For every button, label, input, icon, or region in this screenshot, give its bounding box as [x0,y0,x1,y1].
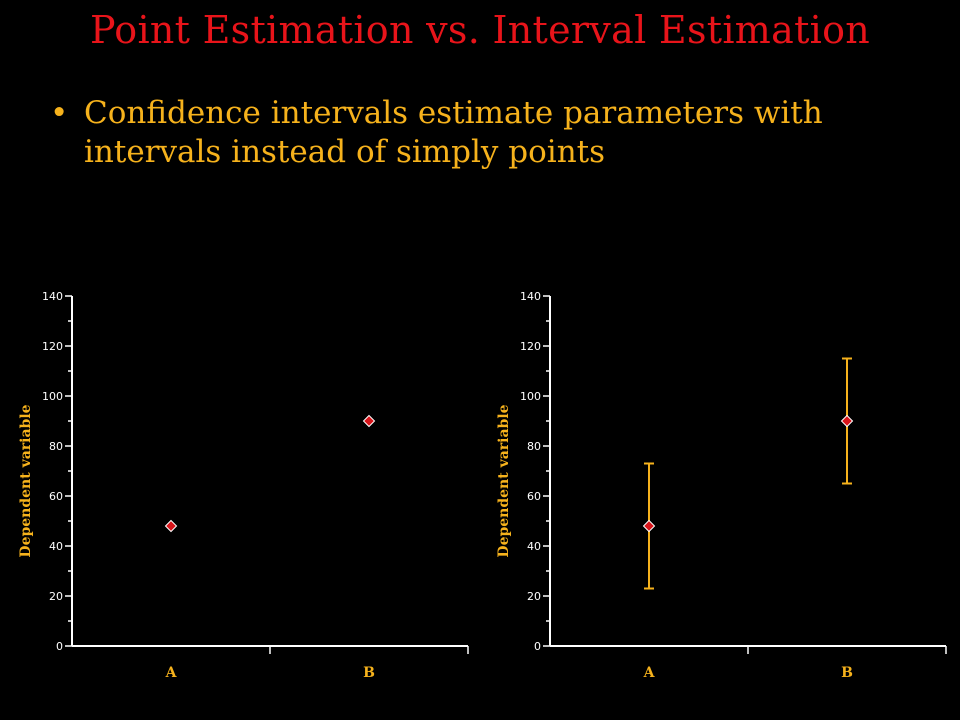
y-tick-label: 40 [49,540,63,553]
bullet-text: Confidence intervals estimate parameters… [84,95,823,170]
y-tick-label: 120 [42,340,63,353]
y-tick-label: 40 [527,540,541,553]
y-axis-title: Dependent variable [18,404,34,557]
y-tick-label: 80 [527,440,541,453]
y-tick-label: 60 [49,490,63,503]
point-estimate-chart: 0 20 40 60 80 100 120 140 A B Dependent variable [18,290,469,681]
bullet-point: • Confidence intervals estimate paramete… [50,94,930,172]
y-tick-label: 0 [56,640,63,653]
y-tick-label: 100 [520,390,541,403]
bullet-dot-icon: • [50,95,69,131]
data-point-marker [840,414,854,428]
y-tick-label: 20 [49,590,63,603]
x-category-label: B [363,665,375,681]
y-tick-label: 120 [520,340,541,353]
data-point-marker [164,519,178,533]
x-category-label: B [841,665,853,681]
y-tick-label: 0 [534,640,541,653]
y-tick-label: 80 [49,440,63,453]
interval-estimate-chart: 0 20 40 60 80 100 120 140 A B Dependent variable [496,290,947,681]
y-axis-title: Dependent variable [496,404,512,557]
data-point-marker [362,414,376,428]
y-tick-label: 140 [520,290,541,303]
y-tick-label: 140 [42,290,63,303]
x-category-label: A [643,665,656,681]
y-tick-label: 100 [42,390,63,403]
y-tick-label: 20 [527,590,541,603]
x-category-label: A [165,665,178,681]
y-tick-label: 60 [527,490,541,503]
data-point-marker [642,519,656,533]
slide-title: Point Estimation vs. Interval Estimation [89,8,871,52]
